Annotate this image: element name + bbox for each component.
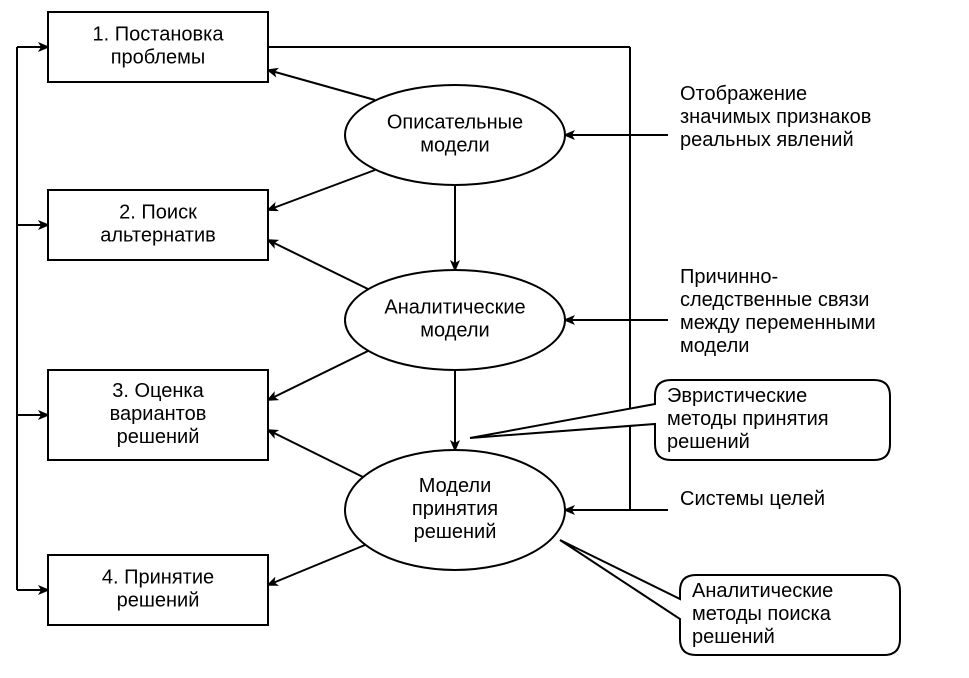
rect-node-label-step3: 3. Оценкавариантоврешений	[110, 380, 207, 448]
edge-dec->step3	[268, 430, 365, 478]
callout-heuristic: Эвристическиеметоды принятиярешений	[470, 380, 890, 460]
edge-dec->step4	[268, 545, 365, 585]
rect-node-label-step4: 4. Принятиерешений	[102, 567, 214, 612]
flowchart-canvas: 1. Постановкапроблемы 2. Поискальтернатив…	[0, 0, 969, 678]
rect-node-step4: 4. Принятиерешений	[48, 555, 268, 625]
ellipse-node-desc_models: Описательныемодели	[345, 85, 565, 185]
side-label-lbl3: Системы целей	[680, 488, 825, 510]
edge-anal->step2	[268, 240, 370, 290]
ellipse-node-dec_models: Моделипринятиярешений	[345, 450, 565, 570]
edge-desc->step2	[268, 170, 375, 210]
rect-node-label-step1: 1. Постановкапроблемы	[93, 24, 225, 69]
rect-node-step2: 2. Поискальтернатив	[48, 190, 268, 260]
edge-anal->step3	[268, 350, 370, 400]
edge-desc->step1	[268, 70, 375, 100]
ellipse-node-anal_models: Аналитическиемодели	[345, 270, 565, 370]
callout-analytic_search: Аналитическиеметоды поискарешений	[560, 540, 900, 655]
ellipse-node-label-dec_models: Моделипринятиярешений	[412, 475, 498, 543]
rect-node-step3: 3. Оценкавариантоврешений	[48, 370, 268, 460]
side-label-lbl2: Причинно-следственные связимежду перемен…	[680, 266, 876, 357]
rect-node-step1: 1. Постановкапроблемы	[48, 12, 268, 82]
side-label-lbl1: Отображениезначимых признаковреальных яв…	[680, 83, 871, 151]
